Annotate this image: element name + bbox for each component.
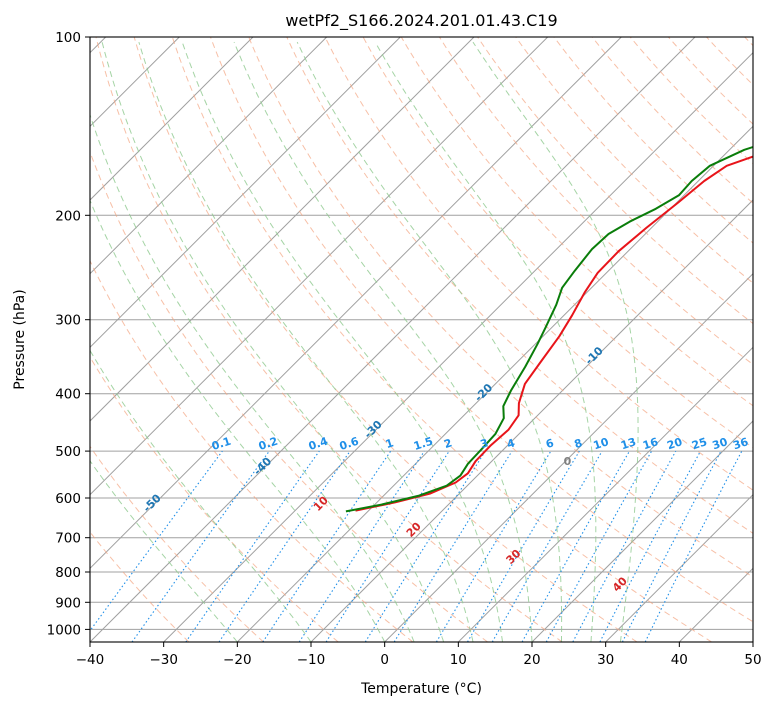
- mixing-ratio-line: [364, 450, 486, 642]
- dry-adiabat-line: [400, 37, 753, 407]
- background-lines: [90, 37, 753, 642]
- dry-adiabat-line: [362, 37, 753, 449]
- x-tick-label: −40: [76, 652, 105, 668]
- y-tick-label: 1000: [47, 622, 81, 638]
- moist-adiabat-line: [374, 41, 597, 642]
- mixing-ratio-line: [435, 450, 552, 642]
- mixing-ratio-label: 6: [544, 436, 556, 451]
- mixing-ratio-line: [521, 450, 630, 642]
- moist-adiabat-line: [90, 113, 415, 642]
- isotherm-line: [90, 37, 622, 570]
- data-series: [345, 145, 753, 513]
- x-tick-label: −30: [149, 652, 178, 668]
- isotherm-line: [90, 37, 696, 642]
- x-tick-label: 20: [523, 652, 540, 668]
- mixing-ratio-label: 0.2: [257, 435, 280, 453]
- mixing-ratio-line: [393, 450, 513, 642]
- isotherm-line: [90, 37, 328, 275]
- y-tick-label: 800: [55, 565, 81, 581]
- temperature-line: [355, 155, 753, 512]
- mixing-ratio-line: [491, 450, 603, 642]
- moist-adiabat-line: [296, 41, 563, 642]
- dry-adiabat-line: [90, 445, 264, 642]
- moist-adiabat-line: [472, 41, 639, 642]
- mixing-ratio-label: 0.4: [307, 434, 330, 452]
- isotherm-line: [457, 346, 753, 642]
- x-axis-label: Temperature (°C): [360, 681, 482, 697]
- chart-title: wetPf2_S166.2024.201.01.43.C19: [285, 11, 557, 31]
- x-axis: −40 −30 −20 −10 0 10 20 30 40 50: [76, 642, 762, 668]
- dry-adiabat-line: [95, 37, 563, 642]
- x-tick-label: 10: [450, 652, 467, 668]
- moist-adiabat-line: [181, 41, 503, 642]
- plot-frame: [89, 36, 754, 643]
- isotherm-line: [90, 37, 549, 496]
- mixing-ratio-line: [572, 450, 677, 642]
- x-tick-label: 50: [744, 652, 761, 668]
- mixing-ratio-label: 4: [505, 436, 517, 451]
- y-axis-label: Pressure (hPa): [12, 289, 28, 389]
- moist-adiabat-line: [101, 41, 445, 642]
- dewpoint-line: [345, 145, 753, 513]
- mixing-ratio-label: 16: [641, 435, 660, 452]
- x-tick-label: −10: [297, 652, 326, 668]
- isotherm-line: [605, 493, 753, 642]
- x-tick-label: 0: [380, 652, 389, 668]
- isotherm-line: [90, 37, 254, 201]
- dry-adiabat-line: [591, 37, 753, 204]
- mixing-ratio-label: 13: [619, 435, 638, 452]
- mixing-ratio-label: 1.5: [412, 435, 435, 453]
- mixing-ratio-line: [218, 450, 351, 642]
- isotherm-line: [384, 272, 753, 642]
- moist-adiabat-line: [138, 41, 474, 642]
- moist-adiabat-line: [90, 199, 386, 642]
- isotherm-line: [90, 37, 401, 349]
- mixing-ratio-label: 3: [479, 436, 490, 451]
- dry-adiabat-line: [629, 37, 753, 165]
- x-tick-label: −20: [223, 652, 252, 668]
- mixing-ratio-label: 10: [592, 435, 611, 452]
- y-tick-label: 500: [55, 444, 81, 460]
- mixing-ratio-label: 20: [665, 435, 684, 452]
- isotherm-line: [90, 37, 475, 422]
- dry-adiabat-line: [324, 37, 753, 491]
- isotherm-line: [163, 51, 753, 642]
- y-tick-label: 600: [55, 491, 81, 507]
- y-tick-label: 200: [55, 208, 81, 224]
- y-tick-label: 300: [55, 313, 81, 329]
- mixing-ratio-line: [131, 450, 270, 642]
- x-tick-label: 30: [597, 652, 614, 668]
- dry-adiabat-line: [171, 37, 712, 642]
- mixing-ratio-label: 8: [573, 436, 584, 451]
- y-tick-label: 700: [55, 531, 81, 547]
- mixing-ratio-line: [545, 450, 653, 642]
- y-axis: 100 200 300 400 500 600 700 800 900 1000: [47, 30, 90, 638]
- moist-adiabat-line: [233, 41, 533, 642]
- mixing-ratio-label: 25: [690, 435, 709, 452]
- moist-adiabat-line: [90, 349, 312, 642]
- isotherm-line: [531, 420, 753, 642]
- mixing-ratio-label: 0.1: [210, 435, 233, 453]
- mixing-ratio-label: 0.6: [338, 434, 361, 452]
- dry-adiabat-line: [515, 37, 753, 284]
- y-tick-label: 900: [55, 595, 81, 611]
- mixing-ratio-line: [185, 450, 320, 642]
- mixing-ratio-label: 2: [442, 436, 453, 451]
- mixing-ratio-line: [325, 450, 450, 642]
- freezing-label: 0: [564, 455, 572, 468]
- y-tick-label: 400: [55, 387, 81, 403]
- x-tick-label: 40: [671, 652, 688, 668]
- dry-adiabat-line: [90, 259, 414, 642]
- mixing-ratio-label: 1: [384, 436, 395, 451]
- mixing-ratio-line: [467, 450, 580, 642]
- mixing-ratio-label: 36: [731, 435, 750, 452]
- mixing-ratio-line: [90, 450, 223, 632]
- mixing-ratio-label: 30: [711, 435, 730, 452]
- dry-adiabat-line: [248, 37, 753, 578]
- dry-adiabat-line: [133, 37, 638, 642]
- moist-adiabat-line: [90, 460, 238, 642]
- dry-adiabat-line: [477, 37, 753, 325]
- y-tick-label: 100: [55, 30, 81, 46]
